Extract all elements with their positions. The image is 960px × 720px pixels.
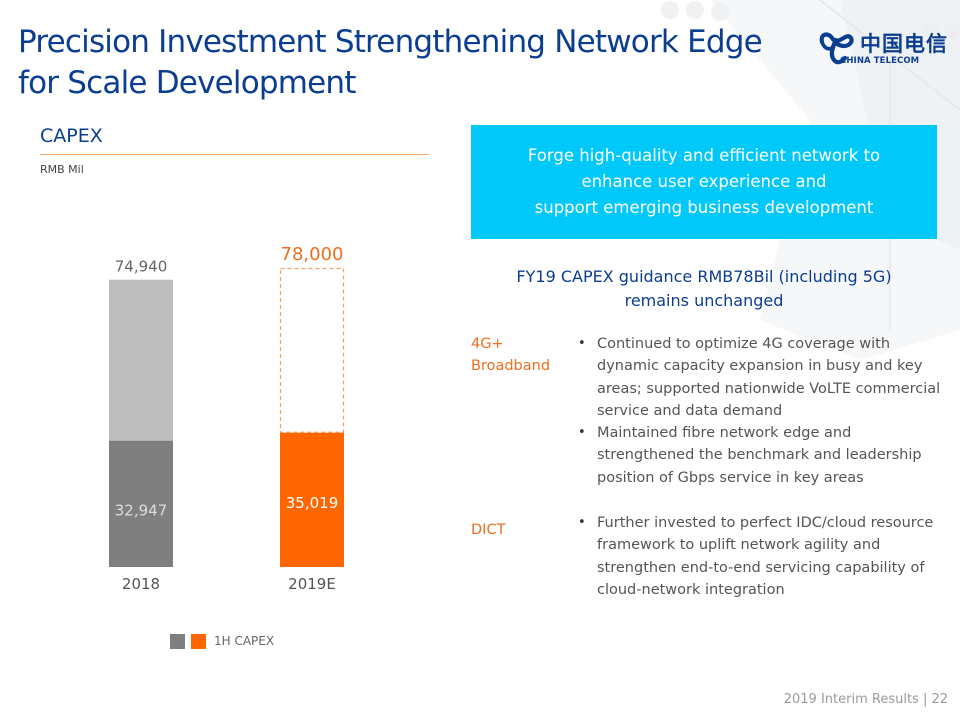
- strategy-banner: Forge high-quality and efficient network…: [471, 125, 937, 239]
- banner-line-2: enhance user experience and: [581, 172, 827, 191]
- section-label-4g-broadband: 4G+ Broadband: [471, 333, 550, 377]
- guidance-line-2: remains unchanged: [624, 291, 784, 310]
- banner-line-1: Forge high-quality and efficient network…: [527, 146, 881, 165]
- slide-title-line-1: Precision Investment Strengthening Netwo…: [18, 24, 763, 60]
- bar-segment-1h-2019E: [280, 432, 344, 567]
- bullet-icon: •: [578, 336, 586, 351]
- slide-title-line-2: for Scale Development: [18, 65, 356, 101]
- slide-title: Precision Investment Strengthening Netwo…: [18, 22, 798, 104]
- bar-segment-2h-2018: [109, 279, 173, 441]
- capex-bar-chart: 32,947 74,940 2018 35,019 78,000 2019E: [109, 244, 345, 593]
- section-label-line: 4G+: [471, 336, 504, 352]
- legend-swatch-orange: [191, 633, 206, 649]
- banner-line-3: support emerging business development: [534, 198, 874, 217]
- category-tick-label: 2019E: [288, 575, 336, 593]
- legend-swatch-gray: [170, 633, 185, 649]
- section-label-dict: DICT: [471, 519, 505, 541]
- china-telecom-logo: 中国电信 CHINA TELECOM: [818, 26, 948, 70]
- bar-total-label: 78,000: [281, 244, 344, 265]
- bar-total-label: 74,940: [115, 258, 168, 276]
- bullet-item: • Further invested to perfect IDC/cloud …: [578, 512, 950, 601]
- bullet-icon: •: [578, 515, 586, 530]
- bar-segment-2h-2019E: [279, 267, 345, 433]
- chart-legend: 1H CAPEX: [170, 633, 274, 649]
- bar-segment-1h-2018: [109, 440, 173, 567]
- bar-value-label-1h: 32,947: [115, 502, 168, 520]
- bar-value-label-1h: 35,019: [286, 494, 339, 512]
- china-telecom-logo-icon: [819, 32, 854, 65]
- guidance-line-1: FY19 CAPEX guidance RMB78Bil (including …: [516, 267, 892, 286]
- bullet-text: Maintained fibre network edge and streng…: [597, 425, 922, 486]
- capex-guidance: FY19 CAPEX guidance RMB78Bil (including …: [471, 265, 937, 313]
- section-label-line: DICT: [471, 522, 506, 538]
- bullet-text: Continued to optimize 4G coverage with d…: [597, 336, 941, 419]
- chart-unit-label: RMB Mil: [40, 163, 84, 176]
- slide-footer: 2019 Interim Results | 22: [783, 692, 948, 707]
- bullet-item: • Continued to optimize 4G coverage with…: [578, 333, 950, 422]
- bullet-icon: •: [578, 425, 586, 441]
- section-label-line: Broadband: [471, 358, 551, 374]
- chart-title-divider: [40, 154, 429, 155]
- category-tick-label: 2018: [122, 575, 160, 593]
- bullet-text: Further invested to perfect IDC/cloud re…: [597, 515, 934, 598]
- logo-english-text: CHINA TELECOM: [840, 56, 920, 66]
- legend-label: 1H CAPEX: [214, 634, 275, 648]
- chart-title: CAPEX: [40, 125, 103, 147]
- bullet-list-dict: • Further invested to perfect IDC/cloud …: [578, 512, 950, 601]
- bullet-list-4g-broadband: • Continued to optimize 4G coverage with…: [578, 333, 950, 489]
- bullet-item: • Maintained fibre network edge and stre…: [578, 422, 950, 489]
- logo-chinese-text: 中国电信: [860, 31, 948, 56]
